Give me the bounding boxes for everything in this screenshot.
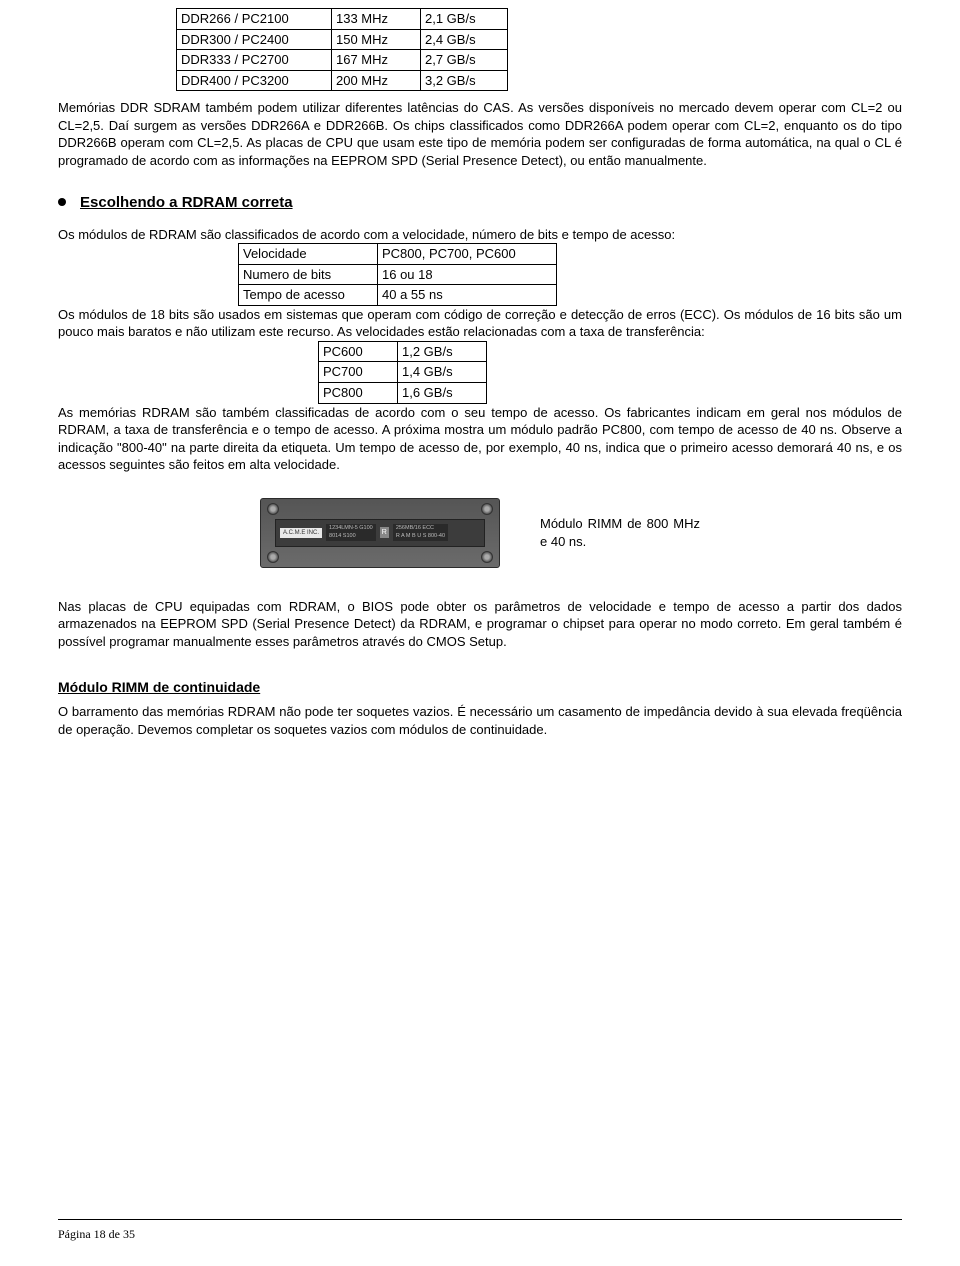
rimm-module-image: A.C.M.E INC. 1234LMN-5 G100 8014 S100 R … (260, 498, 500, 568)
screw-icon (481, 503, 493, 515)
section-title-text: Escolhendo a RDRAM correta (80, 194, 293, 211)
rimm-label-brand: A.C.M.E INC. (280, 528, 322, 538)
table-row: Tempo de acesso 40 a 55 ns (239, 285, 557, 306)
rdram-mid-paragraph: Os módulos de 18 bits são usados em sist… (58, 306, 902, 341)
table-cell: Numero de bits (239, 264, 378, 285)
table-cell: DDR300 / PC2400 (177, 29, 332, 50)
rdram-intro-paragraph: Os módulos de RDRAM são classificados de… (58, 226, 902, 244)
rimm-label-mid2: 8014 S100 (329, 533, 356, 539)
table-cell: PC800 (319, 383, 398, 404)
footer-divider (58, 1219, 902, 1220)
table-cell: 3,2 GB/s (421, 70, 508, 91)
table-cell: 167 MHz (332, 50, 421, 71)
rimm-label-right: 256MB/16 ECC R A M B U S 800-40 (393, 524, 448, 541)
table-row: DDR400 / PC3200 200 MHz 3,2 GB/s (177, 70, 508, 91)
rimm-figure: A.C.M.E INC. 1234LMN-5 G100 8014 S100 R … (58, 498, 902, 568)
ddr-paragraph: Memórias DDR SDRAM também podem utilizar… (58, 99, 902, 169)
table-row: DDR300 / PC2400 150 MHz 2,4 GB/s (177, 29, 508, 50)
table-cell: 2,7 GB/s (421, 50, 508, 71)
table-cell: PC600 (319, 341, 398, 362)
bios-paragraph: Nas placas de CPU equipadas com RDRAM, o… (58, 598, 902, 651)
rdram-end-paragraph: As memórias RDRAM são também classificad… (58, 404, 902, 474)
table-cell: PC700 (319, 362, 398, 383)
table-cell: 2,1 GB/s (421, 9, 508, 30)
table-cell: Tempo de acesso (239, 285, 378, 306)
table-cell: 1,6 GB/s (398, 383, 487, 404)
ddr-spec-table: DDR266 / PC2100 133 MHz 2,1 GB/s DDR300 … (176, 8, 508, 91)
page-footer: Página 18 de 35 (58, 1226, 135, 1242)
table-row: Velocidade PC800, PC700, PC600 (239, 244, 557, 265)
sub-title-rimm-continuity: Módulo RIMM de continuidade (58, 678, 902, 697)
table-row: PC700 1,4 GB/s (319, 362, 487, 383)
table-row: PC600 1,2 GB/s (319, 341, 487, 362)
table-cell: DDR333 / PC2700 (177, 50, 332, 71)
rimm-label-right1: 256MB/16 ECC (396, 525, 434, 531)
screw-icon (267, 551, 279, 563)
table-cell: PC800, PC700, PC600 (378, 244, 557, 265)
table-cell: 150 MHz (332, 29, 421, 50)
bullet-icon (58, 198, 66, 206)
rdram-properties-table: Velocidade PC800, PC700, PC600 Numero de… (238, 243, 557, 306)
rimm-caption: Módulo RIMM de 800 MHz e 40 ns. (540, 515, 700, 550)
table-cell: 133 MHz (332, 9, 421, 30)
screw-icon (267, 503, 279, 515)
table-cell: 200 MHz (332, 70, 421, 91)
page: DDR266 / PC2100 133 MHz 2,1 GB/s DDR300 … (0, 0, 960, 1266)
table-cell: DDR400 / PC3200 (177, 70, 332, 91)
rimm-label-right2: R A M B U S 800-40 (396, 533, 445, 539)
table-cell: 1,4 GB/s (398, 362, 487, 383)
rdram-rate-table: PC600 1,2 GB/s PC700 1,4 GB/s PC800 1,6 … (318, 341, 487, 404)
rimm-label-r: R (380, 527, 389, 538)
table-row: PC800 1,6 GB/s (319, 383, 487, 404)
rimm-label-mid1: 1234LMN-5 G100 (329, 525, 373, 531)
continuity-paragraph: O barramento das memórias RDRAM não pode… (58, 703, 902, 738)
table-cell: Velocidade (239, 244, 378, 265)
table-row: DDR333 / PC2700 167 MHz 2,7 GB/s (177, 50, 508, 71)
table-cell: 1,2 GB/s (398, 341, 487, 362)
table-cell: 40 a 55 ns (378, 285, 557, 306)
table-cell: 2,4 GB/s (421, 29, 508, 50)
table-row: Numero de bits 16 ou 18 (239, 264, 557, 285)
table-cell: 16 ou 18 (378, 264, 557, 285)
screw-icon (481, 551, 493, 563)
table-cell: DDR266 / PC2100 (177, 9, 332, 30)
rimm-chip-strip: A.C.M.E INC. 1234LMN-5 G100 8014 S100 R … (275, 519, 485, 547)
table-row: DDR266 / PC2100 133 MHz 2,1 GB/s (177, 9, 508, 30)
section-title-rdram: Escolhendo a RDRAM correta (58, 193, 902, 213)
rimm-label-mid: 1234LMN-5 G100 8014 S100 (326, 524, 376, 541)
